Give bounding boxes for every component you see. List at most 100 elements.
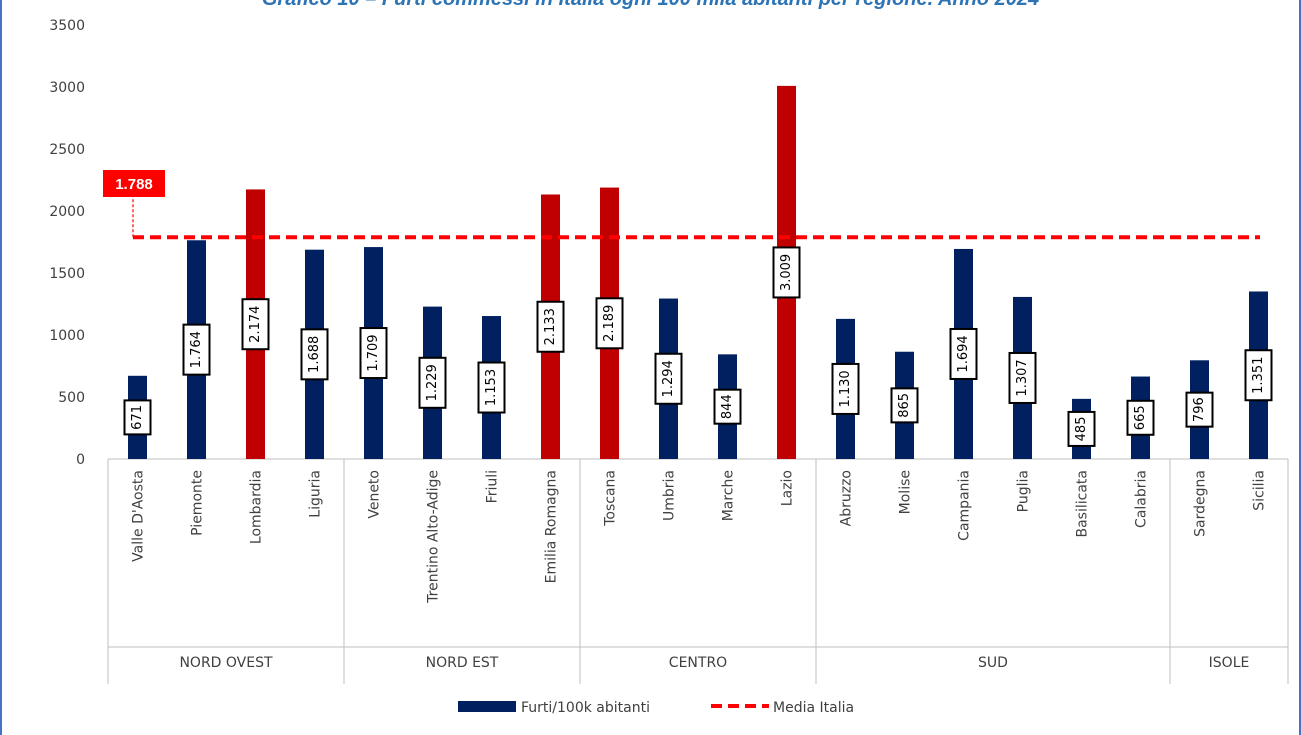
data-label: 2.174 <box>241 298 270 351</box>
data-label-box <box>359 327 388 380</box>
category-label: Puglia <box>1016 470 1032 512</box>
group-label: CENTRO <box>669 655 727 671</box>
category-label: Liguria <box>308 470 324 518</box>
data-label-box <box>418 356 447 409</box>
data-label: 1.709 <box>359 327 388 380</box>
data-label: 1.351 <box>1244 349 1273 402</box>
data-label-text: 796 <box>1192 397 1207 422</box>
data-label-text: 1.229 <box>425 364 440 401</box>
data-label-box <box>713 388 742 425</box>
data-label-text: 2.189 <box>602 305 617 342</box>
y-tick-label: 3500 <box>49 18 85 34</box>
y-tick-label: 1500 <box>49 266 85 282</box>
data-label-text: 3.009 <box>779 254 794 291</box>
data-label-text: 2.174 <box>248 306 263 343</box>
data-label-box <box>536 300 565 353</box>
y-tick-label: 3000 <box>49 80 85 96</box>
group-label: NORD OVEST <box>179 655 273 671</box>
data-label-box <box>595 297 624 350</box>
group-label: SUD <box>978 655 1008 671</box>
data-label-text: 1.130 <box>838 370 853 407</box>
average-label-box <box>103 170 165 197</box>
data-label-text: 1.709 <box>366 334 381 371</box>
data-label: 665 <box>1126 399 1155 436</box>
data-label: 1.764 <box>182 323 211 376</box>
data-label: 844 <box>713 388 742 425</box>
data-label: 485 <box>1067 410 1096 447</box>
data-label: 1.307 <box>1008 351 1037 404</box>
category-label: Emilia Romagna <box>544 470 560 583</box>
category-label: Sardegna <box>1193 470 1209 537</box>
data-label: 671 <box>123 399 152 436</box>
data-label-text: 1.688 <box>307 336 322 373</box>
category-label: Friuli <box>485 470 501 503</box>
data-label: 796 <box>1185 391 1214 428</box>
data-label-box <box>654 352 683 405</box>
category-label: Abruzzo <box>839 470 855 526</box>
data-label-box <box>477 361 506 414</box>
category-label: Marche <box>721 470 737 521</box>
data-label-box <box>123 399 152 436</box>
category-label: Umbria <box>662 470 678 521</box>
category-label: Lombardia <box>249 470 265 544</box>
data-label-box <box>1067 410 1096 447</box>
legend-label-bars: Furti/100k abitanti <box>521 700 650 716</box>
data-label-box <box>182 323 211 376</box>
category-label: Calabria <box>1134 470 1150 528</box>
category-label: Valle D'Aosta <box>131 470 147 562</box>
data-label-box <box>300 328 329 381</box>
data-label-box <box>1126 399 1155 436</box>
average-label: 1.788 <box>115 176 153 193</box>
data-label: 1.694 <box>949 327 978 380</box>
group-label: ISOLE <box>1209 655 1250 671</box>
data-label-text: 2.133 <box>543 308 558 345</box>
data-label: 1.688 <box>300 328 329 381</box>
data-label-box <box>772 246 801 299</box>
data-label: 1.229 <box>418 356 447 409</box>
data-label-box <box>1185 391 1214 428</box>
category-label: Sicilia <box>1252 470 1268 511</box>
category-label: Veneto <box>367 470 383 519</box>
data-label: 2.189 <box>595 297 624 350</box>
data-label-text: 1.294 <box>661 360 676 397</box>
category-label: Piemonte <box>190 470 206 536</box>
chart-title: Grafico 10 – Furti commessi in Italia og… <box>0 0 1301 11</box>
data-label-text: 1.307 <box>1015 359 1030 396</box>
data-label-box <box>949 327 978 380</box>
data-label-text: 671 <box>130 405 145 430</box>
data-label-box <box>1008 351 1037 404</box>
legend-label-average: Media Italia <box>773 700 854 716</box>
category-label: Toscana <box>603 470 619 527</box>
data-label-text: 1.764 <box>189 331 204 368</box>
category-label: Molise <box>898 470 914 514</box>
data-label-box <box>241 298 270 351</box>
data-label: 865 <box>890 387 919 424</box>
y-tick-label: 2500 <box>49 142 85 158</box>
category-label: Basilicata <box>1075 470 1091 538</box>
y-tick-label: 2000 <box>49 204 85 220</box>
data-label: 1.294 <box>654 352 683 405</box>
y-tick-label: 1000 <box>49 328 85 344</box>
data-label-text: 1.351 <box>1251 357 1266 394</box>
data-label: 2.133 <box>536 300 565 353</box>
data-label-text: 665 <box>1133 405 1148 430</box>
category-label: Trentino Alto-Adige <box>426 470 442 604</box>
y-tick-label: 0 <box>76 452 85 468</box>
data-label: 1.153 <box>477 361 506 414</box>
category-label: Lazio <box>780 470 796 506</box>
data-label-text: 485 <box>1074 417 1089 442</box>
data-label-text: 1.694 <box>956 335 971 372</box>
data-label: 3.009 <box>772 246 801 299</box>
y-tick-label: 500 <box>58 390 85 406</box>
data-label-box <box>890 387 919 424</box>
data-label-box <box>831 362 860 415</box>
data-label-box <box>1244 349 1273 402</box>
category-label: Campania <box>957 470 973 541</box>
data-label: 1.130 <box>831 362 860 415</box>
data-label-text: 1.153 <box>484 369 499 406</box>
data-label-text: 865 <box>897 393 912 418</box>
data-label-text: 844 <box>720 394 735 419</box>
legend-swatch-bars <box>458 701 516 712</box>
